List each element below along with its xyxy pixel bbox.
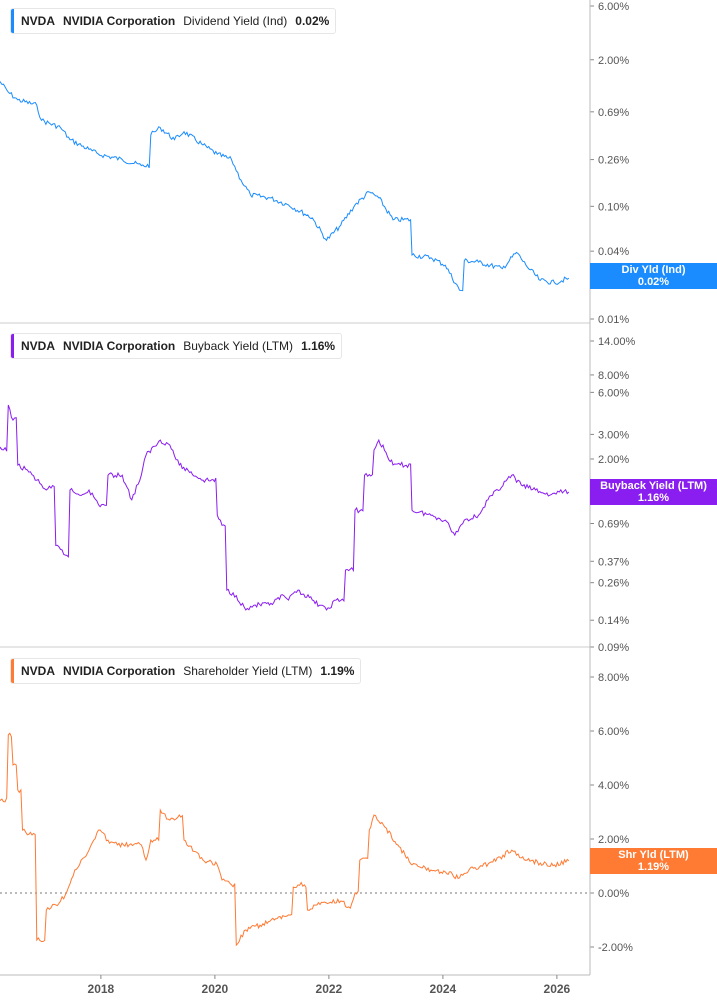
y-tick-label: 6.00% [598,387,629,399]
tag-value: 0.02% [637,276,670,288]
y-tick-label: 14.00% [598,336,636,348]
y-tick-label: 3.00% [598,429,629,441]
y-tick-label: 0.69% [598,519,629,531]
y-tick-label: 0.26% [598,578,629,590]
tag-value: 1.16% [637,492,670,504]
legend-ticker: NVDA [21,14,56,28]
last-value-tag-buyback: Buyback Yield (LTM) 1.16% [590,479,717,505]
x-tick-label: 2026 [544,982,571,996]
y-tick-label: 0.04% [598,246,629,258]
legend-company: NVIDIA Corporation [63,339,176,353]
x-tick-label: 2018 [88,982,115,996]
legend-company: NVIDIA Corporation [63,14,176,28]
x-tick-label: 2020 [202,982,229,996]
legend-value: 1.19% [320,664,355,678]
legend-dividend-yield[interactable]: NVDA NVIDIA Corporation Dividend Yield (… [10,8,337,34]
y-tick-label: 0.00% [598,888,629,900]
legend-ticker: NVDA [21,664,56,678]
y-tick-label: 4.00% [598,780,629,792]
y-tick-label: -2.00% [598,942,633,954]
y-tick-label: 0.09% [598,642,629,654]
series-line-3 [0,732,570,947]
y-tick-label: 8.00% [598,672,629,684]
legend-value: 1.16% [301,339,336,353]
legend-metric: Shareholder Yield (LTM) [183,664,313,678]
legend-buyback-yield[interactable]: NVDA NVIDIA Corporation Buyback Yield (L… [10,333,343,359]
last-value-tag-shareholder: Shr Yld (LTM) 1.19% [590,848,717,874]
series-line-2 [0,404,570,611]
y-tick-label: 0.01% [598,314,629,326]
y-tick-label: 2.00% [598,834,629,846]
y-tick-label: 0.37% [598,556,629,568]
y-tick-label: 6.00% [598,1,629,13]
legend-color-bar [11,659,14,683]
tag-label: Shr Yld (LTM) [618,849,689,861]
legend-metric: Dividend Yield (Ind) [183,14,288,28]
legend-shareholder-yield[interactable]: NVDA NVIDIA Corporation Shareholder Yiel… [10,658,362,684]
y-tick-label: 2.00% [598,55,629,67]
x-tick-label: 2024 [430,982,457,996]
y-tick-label: 6.00% [598,726,629,738]
y-tick-label: 0.10% [598,201,629,213]
x-tick-label: 2022 [316,982,343,996]
legend-ticker: NVDA [21,339,56,353]
legend-color-bar [11,9,14,33]
tag-label: Div Yld (Ind) [621,264,686,276]
y-tick-label: 8.00% [598,370,629,382]
tag-value: 1.19% [637,861,670,873]
y-tick-label: 0.69% [598,107,629,119]
legend-company: NVIDIA Corporation [63,664,176,678]
series-line-1 [0,80,570,292]
last-value-tag-dividend: Div Yld (Ind) 0.02% [590,263,717,289]
y-tick-label: 0.14% [598,615,629,627]
legend-value: 0.02% [295,14,330,28]
tag-label: Buyback Yield (LTM) [600,480,707,492]
y-tick-label: 2.00% [598,454,629,466]
legend-metric: Buyback Yield (LTM) [183,339,294,353]
y-tick-label: 0.26% [598,155,629,167]
legend-color-bar [11,334,14,358]
